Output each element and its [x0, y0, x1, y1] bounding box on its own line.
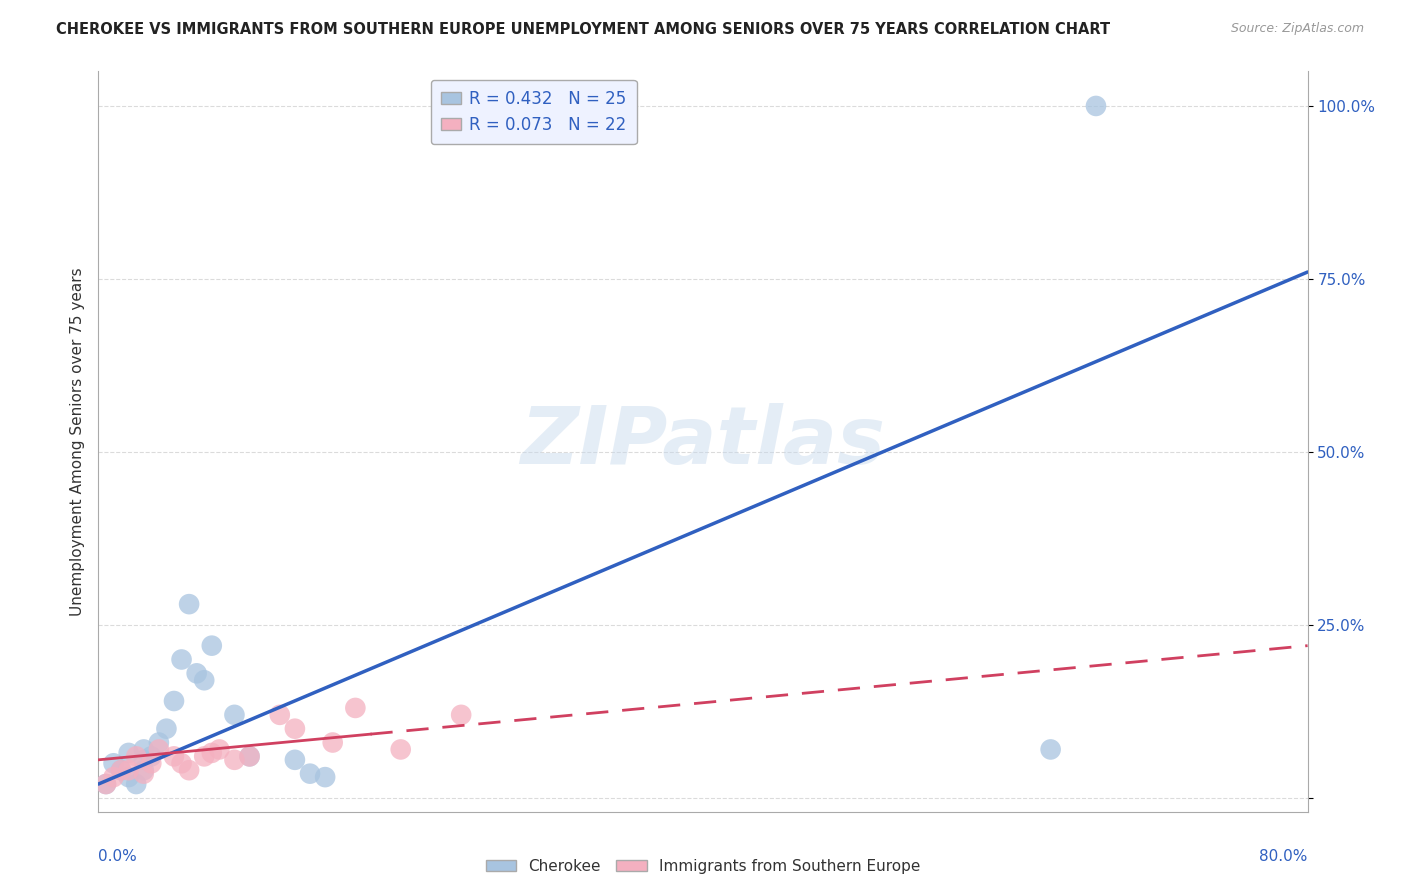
- Point: [94, 777, 117, 791]
- Point: [132, 753, 155, 767]
- Point: [132, 766, 155, 780]
- Point: [141, 756, 163, 771]
- Point: [132, 763, 155, 777]
- Point: [208, 742, 231, 756]
- Point: [1039, 742, 1062, 756]
- Point: [224, 707, 246, 722]
- Point: [284, 753, 307, 767]
- Point: [322, 735, 344, 749]
- Point: [201, 639, 224, 653]
- Point: [141, 749, 163, 764]
- Point: [110, 763, 132, 777]
- Point: [118, 763, 141, 777]
- Point: [132, 742, 155, 756]
- Point: [389, 742, 412, 756]
- Point: [269, 707, 291, 722]
- Point: [179, 597, 201, 611]
- Legend: Cherokee, Immigrants from Southern Europe: Cherokee, Immigrants from Southern Europ…: [479, 853, 927, 880]
- Point: [110, 763, 132, 777]
- Point: [103, 770, 125, 784]
- Point: [314, 770, 336, 784]
- Point: [155, 722, 177, 736]
- Point: [193, 749, 215, 764]
- Point: [163, 694, 186, 708]
- Point: [94, 777, 117, 791]
- Legend: R = 0.432   N = 25, R = 0.073   N = 22: R = 0.432 N = 25, R = 0.073 N = 22: [430, 79, 637, 144]
- Point: [299, 766, 322, 780]
- Y-axis label: Unemployment Among Seniors over 75 years: Unemployment Among Seniors over 75 years: [69, 268, 84, 615]
- Point: [201, 746, 224, 760]
- Point: [1085, 99, 1108, 113]
- Point: [239, 749, 262, 764]
- Point: [170, 756, 193, 771]
- Point: [148, 742, 170, 756]
- Point: [193, 673, 215, 688]
- Point: [163, 749, 186, 764]
- Text: 80.0%: 80.0%: [1260, 849, 1308, 863]
- Point: [284, 722, 307, 736]
- Point: [170, 652, 193, 666]
- Point: [239, 749, 262, 764]
- Point: [344, 701, 367, 715]
- Point: [186, 666, 208, 681]
- Text: CHEROKEE VS IMMIGRANTS FROM SOUTHERN EUROPE UNEMPLOYMENT AMONG SENIORS OVER 75 Y: CHEROKEE VS IMMIGRANTS FROM SOUTHERN EUR…: [56, 22, 1111, 37]
- Text: Source: ZipAtlas.com: Source: ZipAtlas.com: [1230, 22, 1364, 36]
- Point: [125, 777, 148, 791]
- Point: [148, 735, 170, 749]
- Point: [125, 749, 148, 764]
- Text: ZIPatlas: ZIPatlas: [520, 402, 886, 481]
- Point: [450, 707, 472, 722]
- Point: [103, 756, 125, 771]
- Point: [118, 746, 141, 760]
- Point: [179, 763, 201, 777]
- Point: [118, 770, 141, 784]
- Point: [224, 753, 246, 767]
- Text: 0.0%: 0.0%: [98, 849, 138, 863]
